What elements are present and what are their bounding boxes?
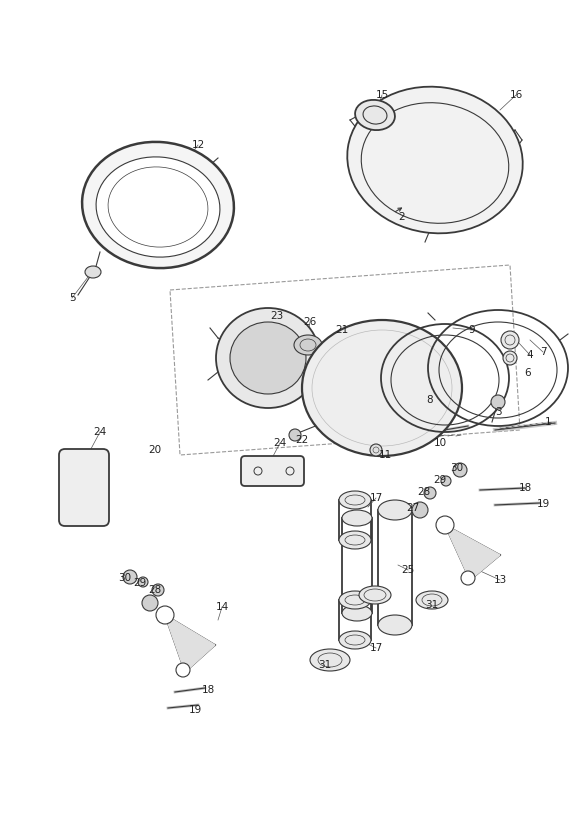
Circle shape (370, 444, 382, 456)
Circle shape (176, 663, 190, 677)
Text: 23: 23 (271, 311, 283, 321)
Text: 21: 21 (335, 325, 349, 335)
Ellipse shape (311, 381, 339, 399)
Text: 27: 27 (406, 503, 420, 513)
Circle shape (142, 595, 158, 611)
Circle shape (123, 570, 137, 584)
Text: 29: 29 (433, 475, 447, 485)
Text: 6: 6 (525, 368, 531, 378)
Circle shape (453, 463, 467, 477)
Text: 30: 30 (451, 463, 463, 473)
Text: 24: 24 (273, 438, 287, 448)
Text: 1: 1 (545, 417, 552, 427)
Ellipse shape (339, 591, 371, 609)
Circle shape (503, 351, 517, 365)
Text: 17: 17 (370, 493, 382, 503)
Text: 15: 15 (375, 90, 389, 100)
Text: 25: 25 (401, 565, 415, 575)
Ellipse shape (313, 374, 337, 390)
Text: 7: 7 (540, 347, 546, 357)
Circle shape (436, 516, 454, 534)
Text: 28: 28 (417, 487, 431, 497)
Ellipse shape (355, 100, 395, 130)
Circle shape (461, 571, 475, 585)
Ellipse shape (82, 142, 234, 268)
Circle shape (156, 606, 174, 624)
Text: 30: 30 (118, 573, 132, 583)
Circle shape (501, 331, 519, 349)
Ellipse shape (342, 510, 372, 526)
Text: 9: 9 (469, 325, 475, 335)
Ellipse shape (230, 322, 306, 394)
Ellipse shape (302, 320, 462, 456)
Ellipse shape (359, 586, 391, 604)
Ellipse shape (416, 591, 448, 609)
Text: 24: 24 (93, 427, 107, 437)
Text: 3: 3 (495, 407, 501, 417)
Text: 11: 11 (378, 450, 392, 460)
Text: 26: 26 (303, 317, 317, 327)
Ellipse shape (96, 157, 220, 257)
Text: 16: 16 (510, 90, 522, 100)
Text: 18: 18 (201, 685, 215, 695)
Text: 5: 5 (69, 293, 75, 303)
Text: 19: 19 (536, 499, 550, 509)
Text: 12: 12 (191, 140, 205, 150)
Text: 31: 31 (318, 660, 332, 670)
Circle shape (441, 476, 451, 486)
Text: 14: 14 (215, 602, 229, 612)
Text: 28: 28 (149, 585, 161, 595)
Ellipse shape (294, 335, 322, 355)
Circle shape (491, 395, 505, 409)
Text: 31: 31 (426, 600, 438, 610)
Text: 4: 4 (526, 350, 533, 360)
Text: 22: 22 (296, 435, 308, 445)
Ellipse shape (339, 491, 371, 509)
Ellipse shape (339, 631, 371, 649)
Text: 17: 17 (370, 643, 382, 653)
Circle shape (152, 584, 164, 596)
Ellipse shape (378, 615, 412, 635)
Circle shape (138, 577, 148, 587)
Ellipse shape (313, 359, 337, 375)
Text: 19: 19 (188, 705, 202, 715)
Polygon shape (165, 615, 215, 672)
Circle shape (412, 502, 428, 518)
Polygon shape (445, 525, 500, 580)
FancyBboxPatch shape (241, 456, 304, 486)
Ellipse shape (310, 649, 350, 671)
Ellipse shape (339, 531, 371, 549)
Text: 29: 29 (134, 578, 147, 588)
FancyBboxPatch shape (59, 449, 109, 526)
Ellipse shape (347, 87, 523, 233)
Circle shape (289, 429, 301, 441)
Text: 18: 18 (518, 483, 532, 493)
Circle shape (424, 487, 436, 499)
Ellipse shape (216, 308, 320, 408)
Text: 10: 10 (433, 438, 447, 448)
Ellipse shape (378, 500, 412, 520)
Text: 2: 2 (399, 212, 405, 222)
Text: 20: 20 (149, 445, 161, 455)
Text: 8: 8 (427, 395, 433, 405)
Text: 13: 13 (493, 575, 507, 585)
Ellipse shape (85, 266, 101, 278)
Ellipse shape (342, 605, 372, 621)
